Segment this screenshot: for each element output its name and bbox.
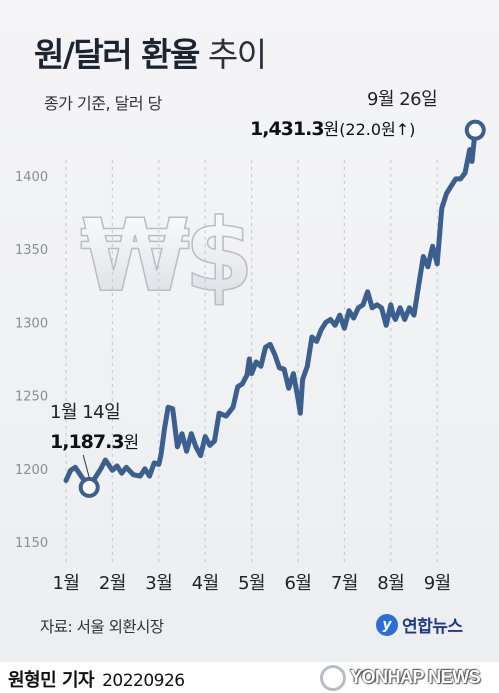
infographic-card <box>0 0 499 662</box>
end-point-marker <box>464 119 486 141</box>
x-tick-label: 7월 <box>331 573 358 594</box>
author-credit: 원형민 기자 20220926 <box>8 666 185 692</box>
yonhap-logo-icon: y <box>376 613 398 636</box>
y-tick-label: 1150 <box>15 536 48 551</box>
yonhap-logo-text: 연합뉴스 <box>402 617 463 637</box>
end-value: 1,431.3 <box>250 118 324 140</box>
x-tick-label: 4월 <box>192 573 219 594</box>
y-tick-label: 1400 <box>15 170 48 185</box>
end-change: (22.0원↑) <box>339 120 415 139</box>
won-dollar-symbol-decoration: ₩$ <box>80 197 248 314</box>
watermark-text: YONHAP NEWS <box>350 667 481 687</box>
title-main: 원/달러 환율 <box>34 35 200 74</box>
start-unit: 원 <box>124 433 140 453</box>
end-value-label: 1,431.3원(22.0원↑) <box>250 118 415 140</box>
x-tick-label: 3월 <box>145 573 172 594</box>
start-date-label: 1월 14일 <box>50 402 120 423</box>
title-suffix: 추이 <box>207 35 267 74</box>
footer: 원형민 기자 20220926 YONHAP NEWS <box>0 662 499 693</box>
end-unit: 원 <box>324 120 340 140</box>
series-line <box>63 127 478 490</box>
start-point-marker <box>78 476 100 498</box>
start-leader-line <box>82 454 90 478</box>
publish-date: 20220926 <box>102 671 185 691</box>
y-tick-label: 1300 <box>15 316 48 331</box>
y-tick-label: 1200 <box>15 463 48 478</box>
start-value-label: 1,187.3원 <box>50 431 139 453</box>
exchange-rate-line-chart: ₩$ 1150 1200 1250 1300 1350 1400 1월 2월 3월 4월 5월 6월… <box>15 89 486 594</box>
x-tick-label: 8월 <box>377 573 404 594</box>
start-value: 1,187.3 <box>50 431 124 453</box>
y-tick-label: 1250 <box>15 390 48 405</box>
end-date-label: 9월 26일 <box>367 89 437 110</box>
x-tick-label: 2월 <box>99 573 126 594</box>
x-tick-label: 1월 <box>52 573 79 594</box>
x-tick-label: 9월 <box>424 573 451 594</box>
x-tick-label: 6월 <box>284 573 311 594</box>
yonhap-logo: y 연합뉴스 <box>376 612 463 637</box>
x-tick-label: 5월 <box>238 573 265 594</box>
author-name: 원형민 기자 <box>8 670 95 691</box>
chart-subtitle: 종가 기준, 달러 당 <box>44 94 162 113</box>
yonhap-watermark: YONHAP NEWS <box>320 662 496 693</box>
watermark-circle-icon <box>320 664 346 691</box>
chart-title: 원/달러 환율 추이 <box>34 28 267 76</box>
source-note: 자료: 서울 외환시장 <box>40 618 164 636</box>
y-tick-label: 1350 <box>15 243 48 258</box>
